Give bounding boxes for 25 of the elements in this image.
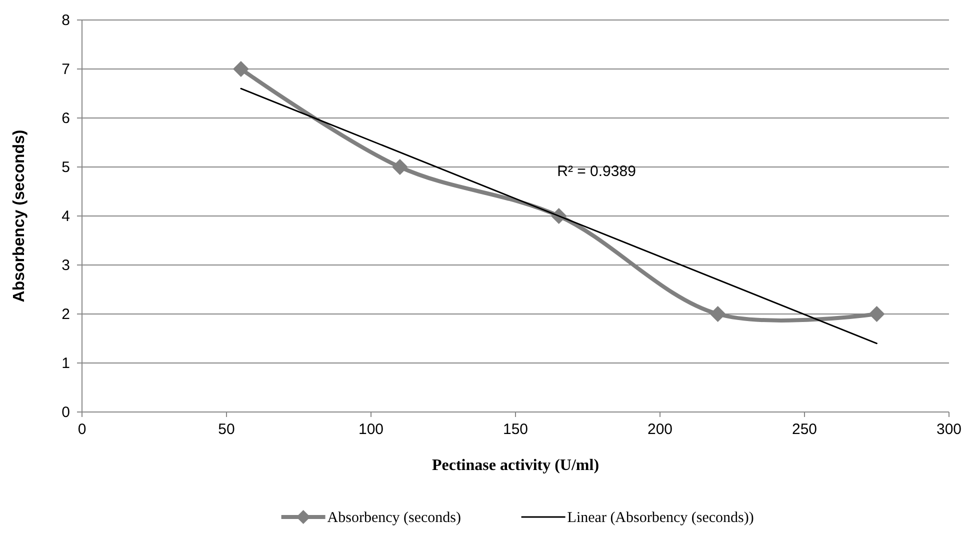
point bbox=[232, 61, 249, 77]
y-tick-label: 4 bbox=[62, 208, 70, 225]
legend-label: Linear (Absorbency (seconds)) bbox=[567, 510, 754, 526]
point bbox=[710, 306, 726, 322]
y-tick-label: 6 bbox=[62, 110, 70, 127]
x-tick-label: 150 bbox=[502, 421, 528, 438]
y-axis-title: Absorbency (seconds) bbox=[11, 130, 28, 302]
x-axis-title: Pectinase activity (U/ml) bbox=[432, 457, 600, 474]
y-tick-label: 8 bbox=[62, 12, 70, 29]
point bbox=[868, 306, 885, 322]
point bbox=[392, 159, 408, 175]
y-tick-label: 0 bbox=[62, 404, 70, 421]
legend-label: Absorbency (seconds) bbox=[327, 510, 462, 526]
x-tick-label: 100 bbox=[358, 421, 384, 438]
y-tick-label: 5 bbox=[62, 159, 70, 176]
x-tick-label: 250 bbox=[792, 421, 818, 438]
y-tick-label: 7 bbox=[62, 61, 70, 78]
annotation: R² = 0.9389 bbox=[557, 162, 636, 180]
y-tick-label: 3 bbox=[62, 257, 70, 274]
x-tick-label: 200 bbox=[647, 421, 673, 438]
x-tick-label: 50 bbox=[218, 421, 235, 438]
y-tick-label: 1 bbox=[62, 355, 70, 372]
y-tick-label: 2 bbox=[62, 306, 70, 323]
x-tick-label: 0 bbox=[78, 421, 86, 438]
x-tick-label: 300 bbox=[936, 421, 962, 438]
